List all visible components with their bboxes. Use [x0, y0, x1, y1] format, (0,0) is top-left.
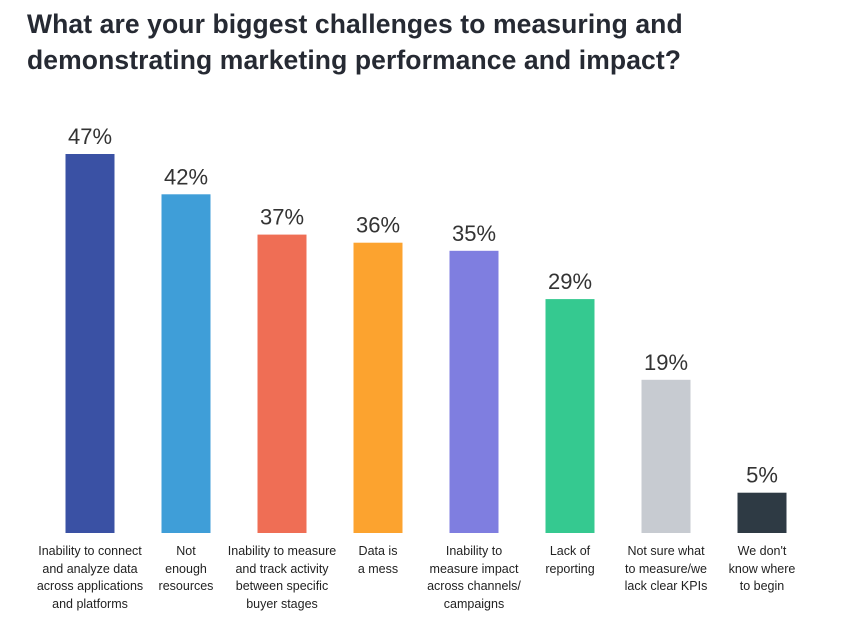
category-label-line: lack clear KPIs	[624, 579, 708, 593]
category-label-line: buyer stages	[246, 596, 318, 611]
category-label-8: We don't know where to begin	[697, 543, 827, 596]
value-label-4: 36%	[356, 213, 400, 238]
category-label-4: Data is a mess	[313, 543, 443, 578]
bar-2	[161, 194, 211, 534]
category-label-line: Not sure what	[627, 544, 705, 558]
bar-7	[641, 379, 691, 533]
value-label-1: 47%	[68, 124, 112, 149]
category-label-line: Inability to	[445, 544, 503, 558]
value-label-5: 35%	[452, 221, 496, 246]
category-label-line: across applications	[36, 579, 144, 593]
category-label-line: and track activity	[235, 561, 329, 576]
category-label-line: across channels/	[427, 579, 521, 593]
category-label-3: Inability to measure and track activity be…	[217, 543, 347, 613]
category-label-line: between specific	[235, 579, 329, 593]
bar-6	[545, 299, 595, 533]
value-label-3: 37%	[260, 205, 304, 230]
category-label-1: Inability to connect and analyze data acro…	[25, 543, 155, 613]
category-label-line: and analyze data	[42, 561, 138, 576]
value-label-7: 19%	[644, 350, 688, 375]
category-label-2: Not enough resources	[121, 543, 251, 596]
category-label-line: measure impact	[429, 561, 519, 576]
value-label-2: 42%	[164, 164, 208, 189]
bar-8	[737, 492, 787, 533]
category-label-line: Not	[176, 544, 196, 558]
chart-title-line-2: demonstrating marketing performance and …	[27, 45, 682, 75]
category-label-line: resources	[158, 579, 214, 593]
category-label-line: Data is	[358, 544, 398, 558]
category-label-line: enough	[165, 561, 207, 576]
bar-5	[449, 250, 499, 534]
category-label-5: Inability to measure impact across channel…	[409, 543, 539, 613]
category-label-line: to measure/we	[625, 561, 707, 576]
value-label-6: 29%	[548, 269, 592, 294]
category-label-line: Lack of	[549, 544, 591, 558]
chart-title: What are your biggest challenges to meas…	[27, 6, 827, 78]
category-label-7: Not sure what to measure/we lack clear KPI…	[601, 543, 731, 596]
category-label-line: Inability to connect	[38, 544, 142, 558]
category-label-line: a mess	[357, 561, 399, 576]
category-label-line: Inability to measure	[227, 544, 337, 558]
category-label-line: to begin	[739, 579, 785, 593]
category-label-line: We don't	[737, 544, 787, 558]
category-label-line: and platforms	[52, 596, 128, 611]
bar-3	[257, 234, 307, 533]
chart-title-line-1: What are your biggest challenges to meas…	[27, 9, 683, 39]
bar-4	[353, 242, 403, 533]
bar-1	[65, 154, 115, 533]
value-label-8: 5%	[746, 463, 778, 488]
category-label-line: reporting	[545, 561, 595, 576]
category-label-line: know where	[728, 561, 796, 576]
category-label-6: Lack of reporting	[505, 543, 635, 578]
category-label-line: campaigns	[443, 596, 505, 611]
